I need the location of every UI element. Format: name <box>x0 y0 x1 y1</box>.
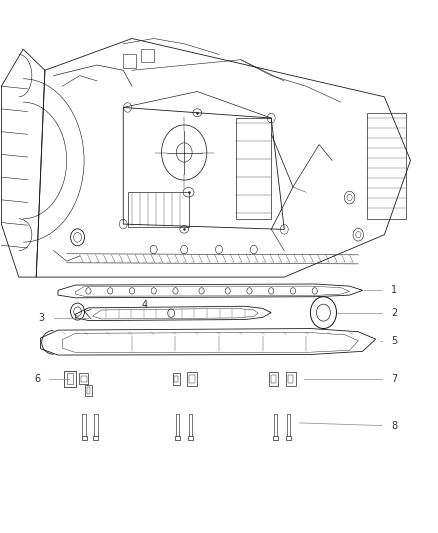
Text: 6: 6 <box>35 374 41 384</box>
Bar <box>87 387 90 394</box>
Text: 8: 8 <box>391 421 397 431</box>
Text: 3: 3 <box>39 313 45 324</box>
Bar <box>237 118 271 219</box>
Bar <box>273 436 278 440</box>
Bar <box>288 375 293 383</box>
Bar <box>81 376 87 382</box>
Bar <box>269 372 278 386</box>
Bar <box>188 436 193 440</box>
Bar <box>175 436 180 440</box>
Text: 7: 7 <box>391 374 397 384</box>
Bar <box>367 113 406 219</box>
Bar <box>286 372 296 386</box>
Bar <box>141 49 154 62</box>
Bar <box>85 385 92 397</box>
Text: 4: 4 <box>142 300 148 310</box>
Text: 2: 2 <box>391 308 397 318</box>
Bar <box>187 372 197 386</box>
Bar <box>123 54 136 68</box>
Bar <box>127 192 188 227</box>
Text: 5: 5 <box>391 336 397 346</box>
Bar <box>189 375 194 383</box>
Bar <box>81 436 87 440</box>
Bar <box>93 436 99 440</box>
Bar <box>67 373 73 384</box>
Bar <box>174 376 178 382</box>
Bar <box>79 373 88 384</box>
Bar <box>64 371 76 387</box>
Bar <box>271 375 276 383</box>
Bar <box>286 436 291 440</box>
Bar <box>173 373 180 385</box>
Text: 1: 1 <box>391 285 397 295</box>
